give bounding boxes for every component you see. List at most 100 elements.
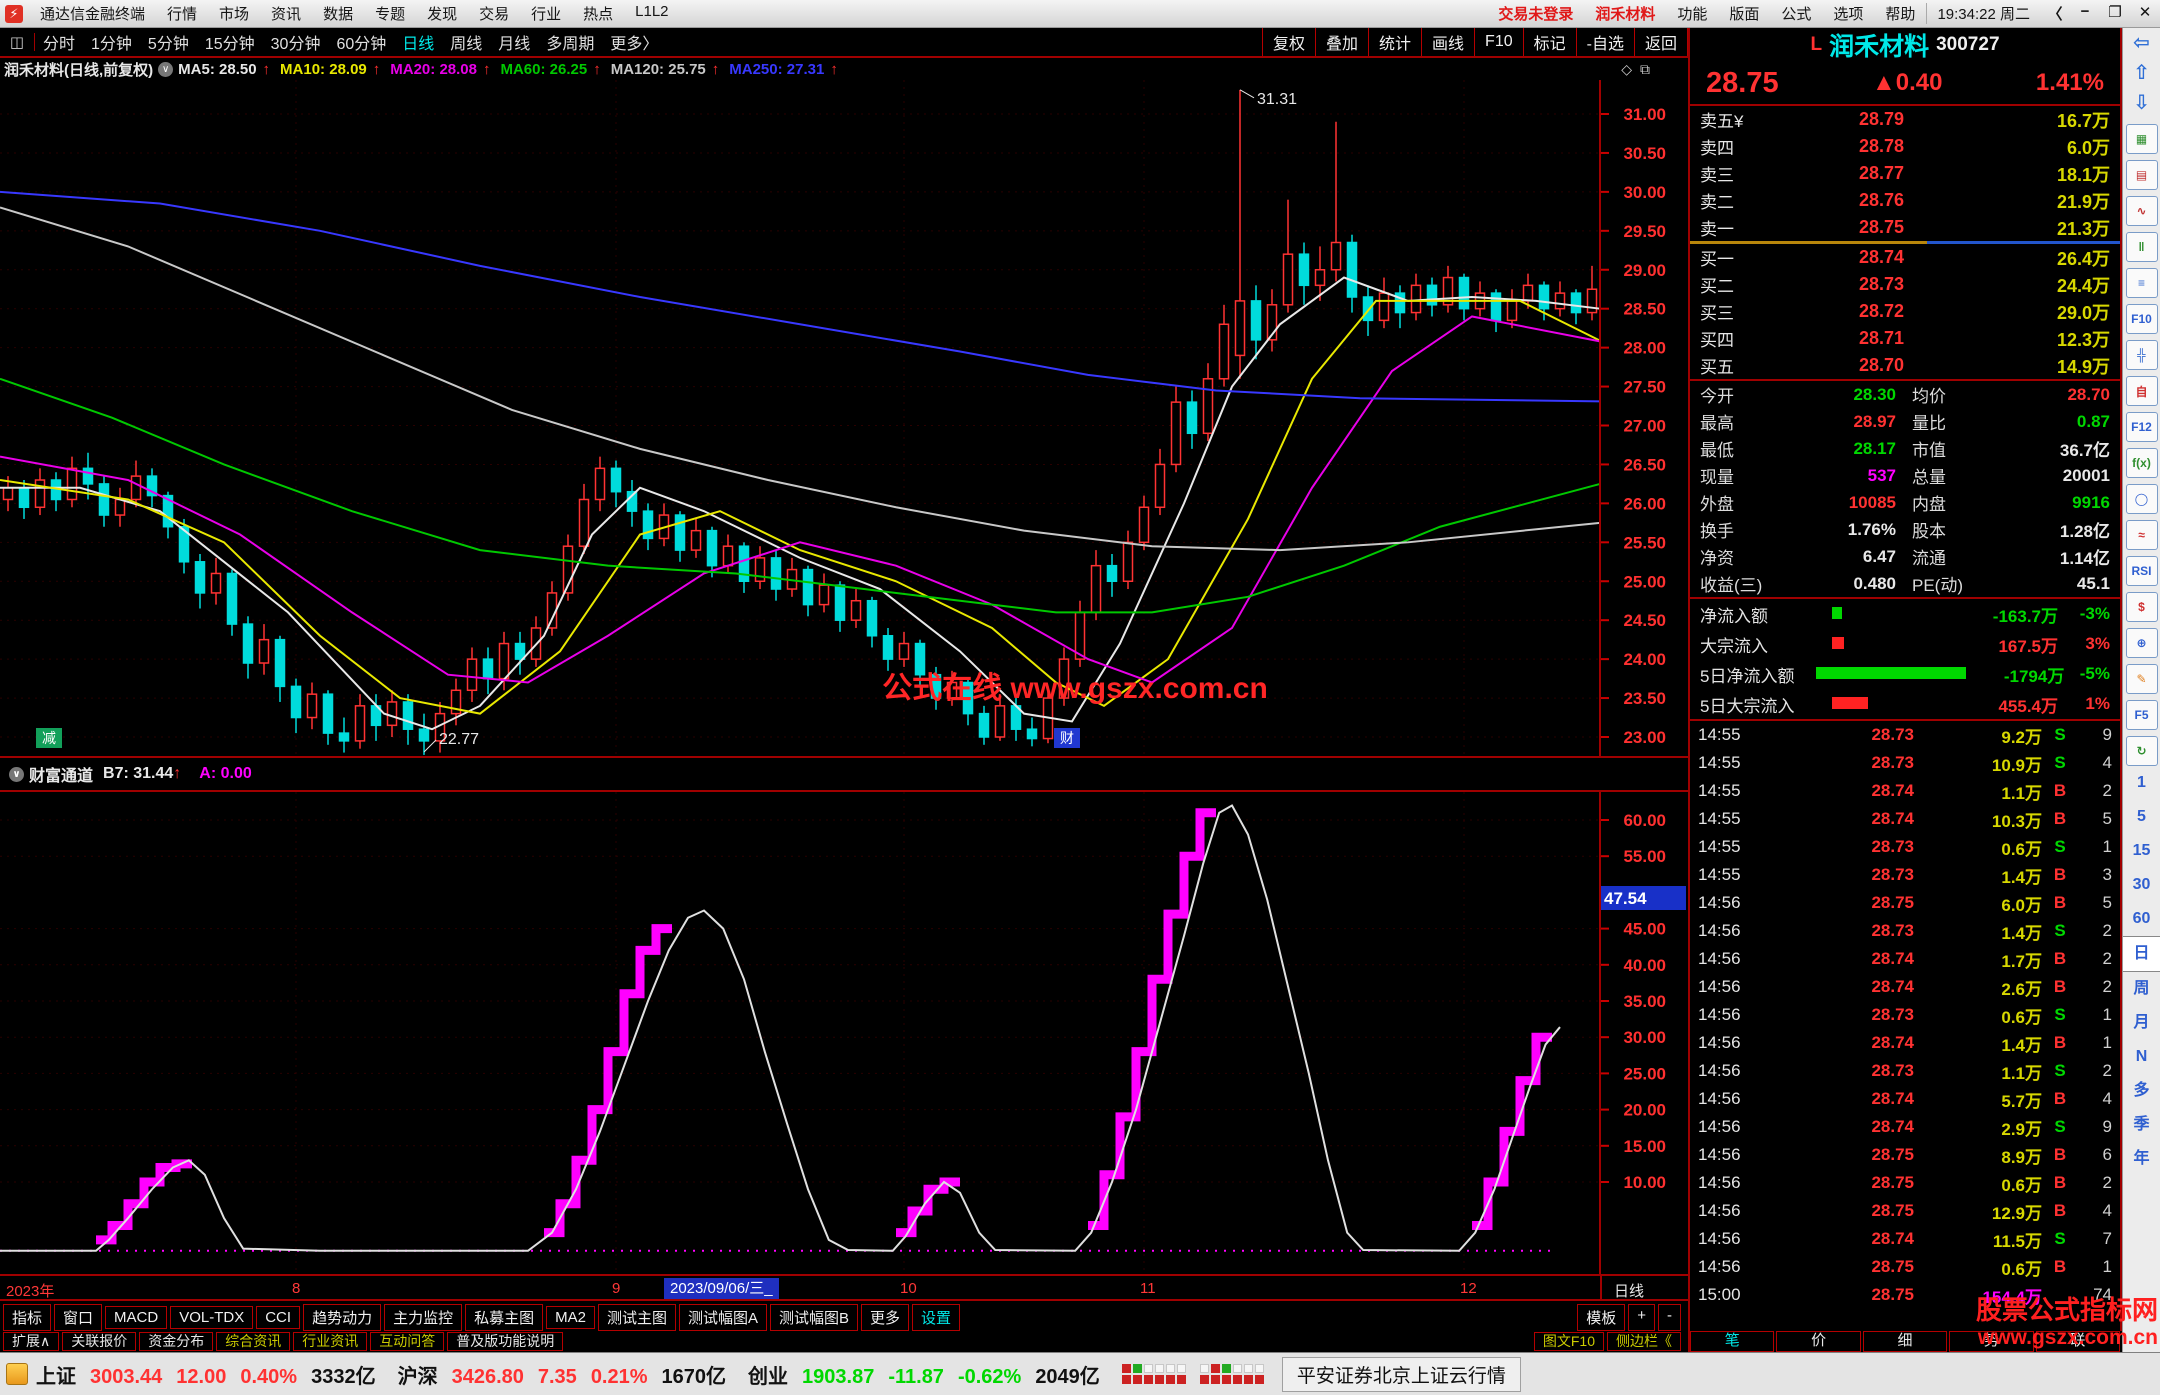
tab-窗口[interactable]: 窗口 (54, 1303, 103, 1331)
active-stock-tab[interactable]: 润禾材料 (1595, 6, 1656, 23)
tape-row[interactable]: 14:55 28.73 1.4万 B 3 (1690, 861, 2120, 889)
index-quote-创业[interactable]: 创业 1903.87 -11.87 -0.62% 2049亿 (748, 1360, 1100, 1389)
edit-icon[interactable]: ✎ (2125, 664, 2158, 694)
wave-icon[interactable]: ≈ (2125, 520, 2158, 550)
period-tab-日线[interactable]: 日线 (402, 36, 435, 53)
tape-row[interactable]: 14:55 28.74 10.3万 B 5 (1690, 805, 2120, 833)
tape-row[interactable]: 14:55 28.73 10.9万 S 4 (1690, 749, 2120, 777)
tab-指标[interactable]: 指标 (3, 1303, 52, 1331)
indicator-name[interactable]: 财富通道 (29, 768, 94, 785)
period-tab-1分钟[interactable]: 1分钟 (91, 36, 132, 53)
tab-关联报价[interactable]: 关联报价 (62, 1332, 137, 1351)
tape-row[interactable]: 14:56 28.74 11.5万 S 7 (1690, 1225, 2120, 1253)
quote-tab-笔[interactable]: 笔 (1690, 1331, 1775, 1352)
toolbar-button-返回[interactable]: 返回 (1633, 28, 1688, 56)
f12-icon[interactable]: F12 (2125, 412, 2158, 442)
tab-MA2[interactable]: MA2 (546, 1305, 595, 1329)
menu-item-选项[interactable]: 选项 (1833, 6, 1864, 23)
quote-list-icon[interactable]: ▤ (2125, 160, 2158, 190)
refresh-icon[interactable]: ↻ (2125, 736, 2158, 766)
indicator-chart[interactable]: 60.00 55.00 45.00 40.00 35.00 30.00 25.00 20.00… (0, 792, 1688, 1274)
bid-row[interactable]: 买四 28.71 12.3万 (1690, 325, 2120, 352)
up-arrow-icon[interactable]: ⇧ (2133, 62, 2150, 84)
tape-row[interactable]: 14:56 28.74 2.6万 B 2 (1690, 973, 2120, 1001)
quote-tab-联[interactable]: 联 (2035, 1331, 2121, 1352)
tab-测试主图[interactable]: 测试主图 (597, 1303, 676, 1331)
period-tab-30分钟[interactable]: 30分钟 (270, 36, 321, 53)
rail-period-5[interactable]: 5 (2137, 808, 2146, 825)
tab-私募主图[interactable]: 私募主图 (465, 1303, 544, 1331)
menu-item-帮助[interactable]: 帮助 (1885, 6, 1916, 23)
tab-模板[interactable]: 模板 (1577, 1303, 1626, 1331)
period-tab-月线[interactable]: 月线 (498, 36, 531, 53)
tab-主力监控[interactable]: 主力监控 (384, 1303, 463, 1331)
quote-tab-势[interactable]: 势 (1949, 1331, 2034, 1352)
menu-item-交易[interactable]: 交易 (479, 6, 510, 23)
report-icon[interactable]: ▦ (2125, 124, 2158, 154)
tape-row[interactable]: 14:55 28.73 9.2万 S 9 (1690, 721, 2120, 749)
menu-item-功能[interactable]: 功能 (1677, 6, 1708, 23)
menu-item-专题[interactable]: 专题 (375, 6, 406, 23)
rsi-icon[interactable]: RSI (2125, 556, 2158, 586)
toolbar-button--自选[interactable]: -自选 (1575, 28, 1635, 56)
menu-item-市场[interactable]: 市场 (219, 6, 250, 23)
tab-VOL-TDX[interactable]: VOL-TDX (170, 1305, 254, 1329)
toolbar-button-统计[interactable]: 统计 (1368, 28, 1423, 56)
rail-period-年[interactable]: 年 (2133, 1150, 2150, 1167)
tab-更多[interactable]: 更多 (861, 1303, 910, 1331)
menu-item-资讯[interactable]: 资讯 (271, 6, 302, 23)
menu-item-公式[interactable]: 公式 (1781, 6, 1812, 23)
tab-设置[interactable]: 设置 (912, 1303, 961, 1331)
money-icon[interactable]: $ (2125, 592, 2158, 622)
login-status[interactable]: 交易未登录 (1498, 6, 1574, 23)
tab-普及版功能说明[interactable]: 普及版功能说明 (447, 1332, 564, 1351)
self-stock-icon[interactable]: 自 (2125, 376, 2158, 406)
toolbar-button-标记[interactable]: 标记 (1522, 28, 1577, 56)
ask-row[interactable]: 卖一 28.75 21.3万 (1690, 214, 2120, 241)
period-tab-更多〉[interactable]: 更多〉 (610, 36, 659, 53)
tape-row[interactable]: 14:56 28.74 2.9万 S 9 (1690, 1113, 2120, 1141)
tape-row[interactable]: 14:56 28.75 12.9万 B 4 (1690, 1197, 2120, 1225)
tab-行业资讯[interactable]: 行业资讯 (293, 1332, 368, 1351)
rail-period-月[interactable]: 月 (2133, 1014, 2150, 1031)
chevron-down-icon[interactable]: ∨ (158, 61, 174, 77)
period-tab-多周期[interactable]: 多周期 (546, 36, 595, 53)
trend-line-icon[interactable]: ∿ (2125, 196, 2158, 226)
rail-period-多[interactable]: 多 (2133, 1082, 2150, 1099)
period-tab-15分钟[interactable]: 15分钟 (204, 36, 255, 53)
tab-MACD[interactable]: MACD (105, 1305, 168, 1329)
bid-row[interactable]: 买一 28.74 26.4万 (1690, 244, 2120, 271)
rail-period-日[interactable]: 日 (2123, 936, 2160, 972)
toolbar-button-复权[interactable]: 复权 (1261, 28, 1316, 56)
quote-tab-价[interactable]: 价 (1776, 1331, 1861, 1352)
ask-row[interactable]: 卖五¥ 28.79 16.7万 (1690, 106, 2120, 133)
circle-icon[interactable]: ◯ (2125, 484, 2158, 514)
news-icon[interactable]: ≡ (2125, 268, 2158, 298)
tab-CCI[interactable]: CCI (256, 1305, 301, 1329)
toolbar-button-画线[interactable]: 画线 (1421, 28, 1476, 56)
menu-item-发现[interactable]: 发现 (427, 6, 458, 23)
tape-row[interactable]: 14:56 28.74 1.7万 B 2 (1690, 945, 2120, 973)
menu-item-热点[interactable]: 热点 (583, 6, 614, 23)
tab-侧边栏《[interactable]: 侧边栏《 (1607, 1332, 1681, 1351)
broker-line[interactable]: 平安证券北京上证云行情 (1281, 1356, 1521, 1392)
ask-row[interactable]: 卖四 28.78 6.0万 (1690, 133, 2120, 160)
menu-item-版面[interactable]: 版面 (1729, 6, 1760, 23)
tape-row[interactable]: 14:55 28.73 0.6万 S 1 (1690, 833, 2120, 861)
period-tab-分时[interactable]: 分时 (43, 36, 76, 53)
formula-icon[interactable]: f(x) (2125, 448, 2158, 478)
tape-row[interactable]: 15:00 28.75 154.4万 74 (1690, 1281, 2120, 1309)
tape-row[interactable]: 14:56 28.75 0.6万 B 2 (1690, 1169, 2120, 1197)
chart-header-icons[interactable]: ◇⧉ (1621, 60, 1658, 77)
rail-period-30[interactable]: 30 (2132, 876, 2151, 893)
minimize-button[interactable]: − (2080, 3, 2090, 20)
tape-row[interactable]: 14:56 28.75 0.6万 B 1 (1690, 1253, 2120, 1281)
tape-row[interactable]: 14:56 28.73 1.4万 S 2 (1690, 917, 2120, 945)
rail-period-60[interactable]: 60 (2132, 910, 2151, 927)
rail-period-1[interactable]: 1 (2137, 774, 2146, 791)
tape-row[interactable]: 14:56 28.75 8.9万 B 6 (1690, 1141, 2120, 1169)
period-tab-60分钟[interactable]: 60分钟 (336, 36, 387, 53)
tape-row[interactable]: 14:56 28.74 1.4万 B 1 (1690, 1029, 2120, 1057)
f5-icon[interactable]: F5 (2125, 700, 2158, 730)
window-split-icon[interactable]: ◫ (0, 33, 35, 51)
